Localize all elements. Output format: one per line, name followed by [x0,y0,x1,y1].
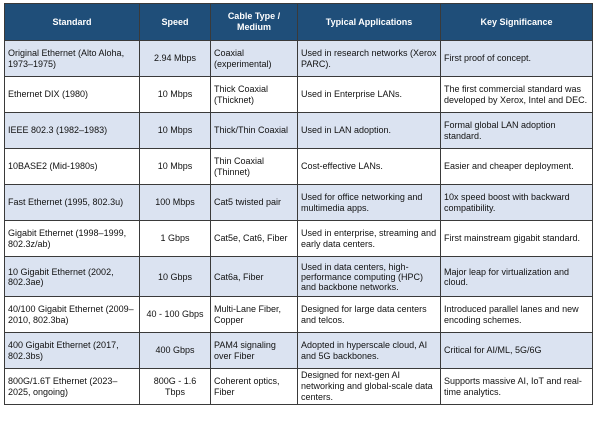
cell-applications: Used in data centers, high-performance c… [297,256,441,297]
cell-speed: 10 Mbps [139,148,211,185]
cell-cable: Cat6a, Fiber [210,256,298,297]
header-cable-type: Cable Type / Medium [210,3,298,41]
header-row: Standard Speed Cable Type / Medium Typic… [4,3,593,41]
cell-standard: 40/100 Gigabit Ethernet (2009–2010, 802.… [4,296,140,333]
cell-cable: Coherent optics, Fiber [210,368,298,405]
cell-speed: 10 Mbps [139,112,211,149]
cell-standard: Ethernet DIX (1980) [4,76,140,113]
table-row: Gigabit Ethernet (1998–1999, 802.3z/ab) … [4,220,593,257]
cell-standard: 10 Gigabit Ethernet (2002, 802.3ae) [4,256,140,297]
cell-applications: Used for office networking and multimedi… [297,184,441,221]
table-row: Original Ethernet (Alto Aloha, 1973–1975… [4,40,593,77]
cell-cable: Thick Coaxial (Thicknet) [210,76,298,113]
cell-significance: Critical for AI/ML, 5G/6G [440,332,593,369]
cell-speed: 2.94 Mbps [139,40,211,77]
table-row: 800G/1.6T Ethernet (2023–2025, ongoing) … [4,368,593,405]
cell-cable: PAM4 signaling over Fiber [210,332,298,369]
cell-applications: Cost-effective LANs. [297,148,441,185]
table-row: Fast Ethernet (1995, 802.3u) 100 Mbps Ca… [4,184,593,221]
cell-significance: Supports massive AI, IoT and real-time a… [440,368,593,405]
ethernet-table-container: Standard Speed Cable Type / Medium Typic… [4,3,593,405]
cell-standard: Gigabit Ethernet (1998–1999, 802.3z/ab) [4,220,140,257]
ethernet-standards-table: Standard Speed Cable Type / Medium Typic… [4,3,593,405]
cell-speed: 100 Mbps [139,184,211,221]
cell-standard: 800G/1.6T Ethernet (2023–2025, ongoing) [4,368,140,405]
cell-speed: 1 Gbps [139,220,211,257]
cell-significance: The first commercial standard was develo… [440,76,593,113]
cell-applications: Used in LAN adoption. [297,112,441,149]
header-applications: Typical Applications [297,3,441,41]
cell-applications: Adopted in hyperscale cloud, AI and 5G b… [297,332,441,369]
header-significance: Key Significance [440,3,593,41]
header-speed: Speed [139,3,211,41]
table-row: Ethernet DIX (1980) 10 Mbps Thick Coaxia… [4,76,593,113]
cell-speed: 800G - 1.6 Tbps [139,368,211,405]
cell-speed: 400 Gbps [139,332,211,369]
cell-applications: Used in research networks (Xerox PARC). [297,40,441,77]
cell-cable: Thick/Thin Coaxial [210,112,298,149]
cell-significance: First mainstream gigabit standard. [440,220,593,257]
cell-significance: Major leap for virtualization and cloud. [440,256,593,297]
table-row: 40/100 Gigabit Ethernet (2009–2010, 802.… [4,296,593,333]
cell-speed: 40 - 100 Gbps [139,296,211,333]
cell-significance: Easier and cheaper deployment. [440,148,593,185]
cell-significance: First proof of concept. [440,40,593,77]
header-standard: Standard [4,3,140,41]
cell-applications: Used in Enterprise LANs. [297,76,441,113]
cell-standard: IEEE 802.3 (1982–1983) [4,112,140,149]
cell-standard: 10BASE2 (Mid-1980s) [4,148,140,185]
cell-cable: Cat5e, Cat6, Fiber [210,220,298,257]
cell-standard: Original Ethernet (Alto Aloha, 1973–1975… [4,40,140,77]
cell-cable: Thin Coaxial (Thinnet) [210,148,298,185]
cell-standard: 400 Gigabit Ethernet (2017, 802.3bs) [4,332,140,369]
cell-significance: 10x speed boost with backward compatibil… [440,184,593,221]
cell-speed: 10 Mbps [139,76,211,113]
cell-standard: Fast Ethernet (1995, 802.3u) [4,184,140,221]
table-row: IEEE 802.3 (1982–1983) 10 Mbps Thick/Thi… [4,112,593,149]
cell-cable: Cat5 twisted pair [210,184,298,221]
cell-significance: Introduced parallel lanes and new encodi… [440,296,593,333]
table-row: 400 Gigabit Ethernet (2017, 802.3bs) 400… [4,332,593,369]
cell-cable: Coaxial (experimental) [210,40,298,77]
cell-applications: Designed for next-gen AI networking and … [297,368,441,405]
table-row: 10 Gigabit Ethernet (2002, 802.3ae) 10 G… [4,256,593,297]
cell-significance: Formal global LAN adoption standard. [440,112,593,149]
cell-speed: 10 Gbps [139,256,211,297]
cell-applications: Designed for large data centers and telc… [297,296,441,333]
cell-cable: Multi-Lane Fiber, Copper [210,296,298,333]
table-row: 10BASE2 (Mid-1980s) 10 Mbps Thin Coaxial… [4,148,593,185]
cell-applications: Used in enterprise, streaming and early … [297,220,441,257]
